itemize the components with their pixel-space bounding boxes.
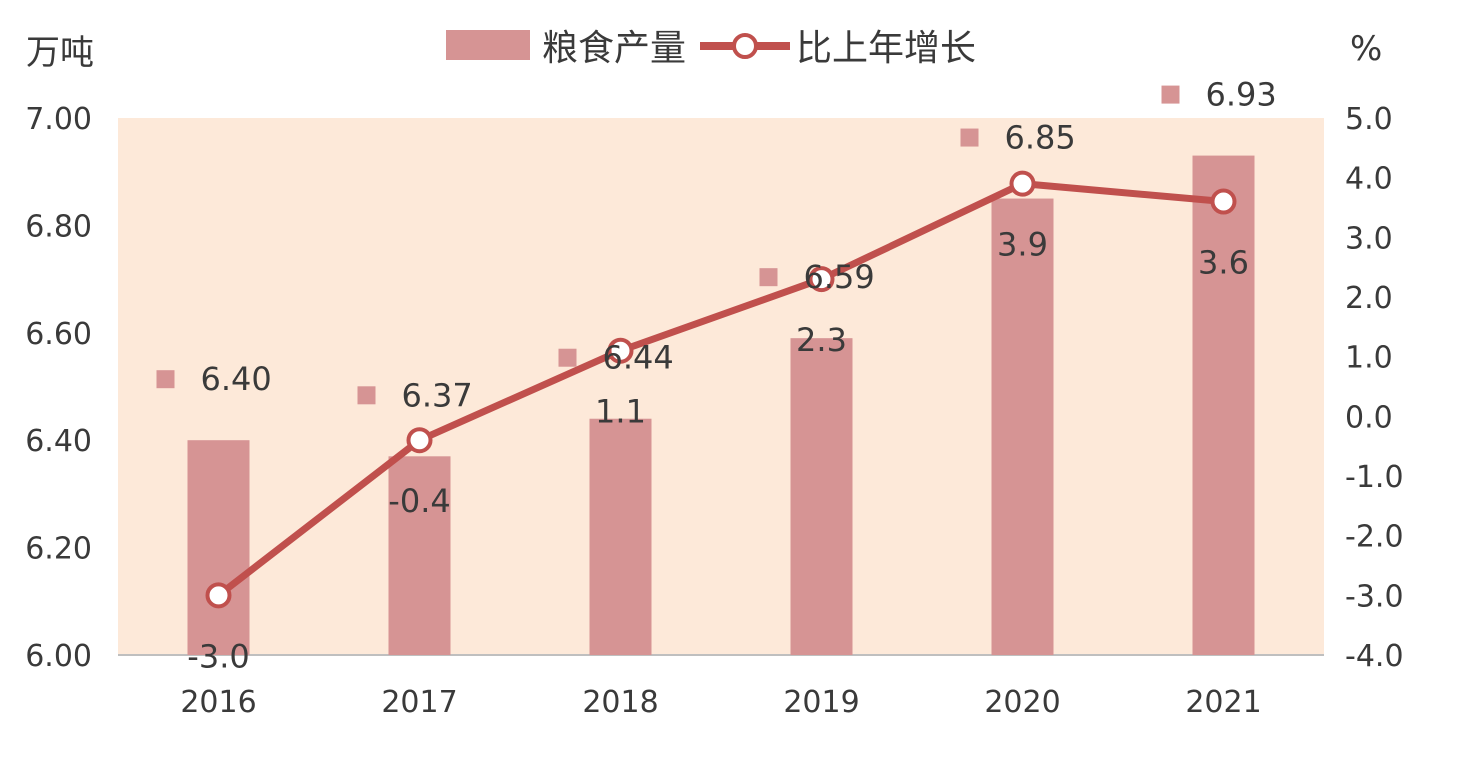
- line-labels-layer: -3.0 -0.4 1.1 2.3 3.9 3.6: [187, 226, 1249, 676]
- x-axis: 2016 2017 2018 2019 2020 2021: [180, 685, 1261, 720]
- right-tick-label: 0.0: [1345, 400, 1393, 435]
- legend-line-marker: [732, 33, 758, 59]
- bar-2016: [187, 440, 250, 655]
- right-tick-label: 3.0: [1345, 221, 1393, 256]
- right-axis: -4.0 -3.0 -2.0 -1.0 0.0 1.0 2.0 3.0 4.0 5.0: [1345, 102, 1404, 674]
- legend-bar-label: 粮食产量: [542, 28, 686, 69]
- bar-value-label-2016: 6.40: [201, 360, 272, 398]
- left-tick-label: 7.00: [25, 102, 92, 137]
- growth-point-2020: [1009, 170, 1036, 197]
- left-tick-label: 6.80: [25, 209, 92, 244]
- left-tick-label: 6.60: [25, 317, 92, 352]
- growth-value-label-2018: 1.1: [595, 393, 646, 431]
- bar-value-label-2018: 6.44: [603, 339, 674, 377]
- right-tick-label: -1.0: [1345, 460, 1404, 495]
- right-tick-label: -3.0: [1345, 579, 1404, 614]
- x-tick-label-2019: 2019: [783, 685, 859, 720]
- right-tick-label: 4.0: [1345, 162, 1393, 197]
- bar-label-key-2016: [156, 370, 175, 389]
- bar-value-label-2020: 6.85: [1005, 119, 1076, 157]
- bar-label-key-2020: [960, 128, 979, 147]
- x-tick-label-2018: 2018: [582, 685, 658, 720]
- line-layer: [205, 170, 1237, 609]
- bar-labels-layer: 6.40 6.37 6.44 6.59 6.85 6.93: [156, 76, 1277, 414]
- left-axis: 6.00 6.20 6.40 6.60 6.80 7.00: [25, 102, 92, 674]
- right-tick-label: 5.0: [1345, 102, 1393, 137]
- left-tick-label: 6.40: [25, 424, 92, 459]
- growth-value-label-2019: 2.3: [796, 321, 847, 359]
- bar-2021: [1192, 155, 1255, 655]
- bar-value-label-2021: 6.93: [1206, 76, 1277, 114]
- right-tick-label: -4.0: [1345, 639, 1404, 674]
- growth-line: [216, 180, 1224, 599]
- x-tick-label-2020: 2020: [984, 685, 1060, 720]
- growth-value-label-2020: 3.9: [997, 226, 1048, 264]
- right-axis-unit: %: [1350, 29, 1382, 69]
- bars-layer: [187, 155, 1255, 656]
- growth-value-label-2017: -0.4: [388, 482, 450, 520]
- growth-point-2018: [607, 337, 634, 364]
- legend-line-label: 比上年增长: [796, 28, 976, 69]
- left-tick-label: 6.00: [25, 639, 92, 674]
- bar-2018: [589, 418, 652, 655]
- bar-2019: [790, 338, 853, 655]
- growth-point-2016: [205, 582, 232, 609]
- growth-point-2021: [1210, 188, 1237, 215]
- left-axis-unit: 万吨: [26, 33, 94, 73]
- right-tick-label: -2.0: [1345, 520, 1404, 555]
- growth-value-label-2016: -3.0: [187, 637, 249, 675]
- growth-point-2017: [406, 427, 433, 454]
- bar-value-label-2019: 6.59: [804, 258, 875, 296]
- plot-background: [118, 118, 1324, 655]
- right-tick-label: 1.0: [1345, 341, 1393, 376]
- bar-label-key-2021: [1161, 85, 1180, 104]
- bar-label-key-2019: [759, 268, 778, 287]
- bar-label-key-2018: [558, 348, 577, 367]
- left-tick-label: 6.20: [25, 532, 92, 567]
- x-tick-label-2016: 2016: [180, 685, 256, 720]
- legend: 粮食产量 比上年增长: [446, 28, 976, 69]
- bar-value-label-2017: 6.37: [402, 376, 473, 414]
- growth-value-label-2021: 3.6: [1198, 244, 1249, 282]
- right-tick-label: 2.0: [1345, 281, 1393, 316]
- bar-2017: [388, 456, 451, 655]
- growth-point-2019: [808, 266, 835, 293]
- legend-bar-swatch: [446, 30, 530, 60]
- x-tick-label-2017: 2017: [381, 685, 457, 720]
- x-tick-label-2021: 2021: [1185, 685, 1261, 720]
- bar-label-key-2017: [357, 386, 376, 405]
- bar-2020: [991, 198, 1054, 656]
